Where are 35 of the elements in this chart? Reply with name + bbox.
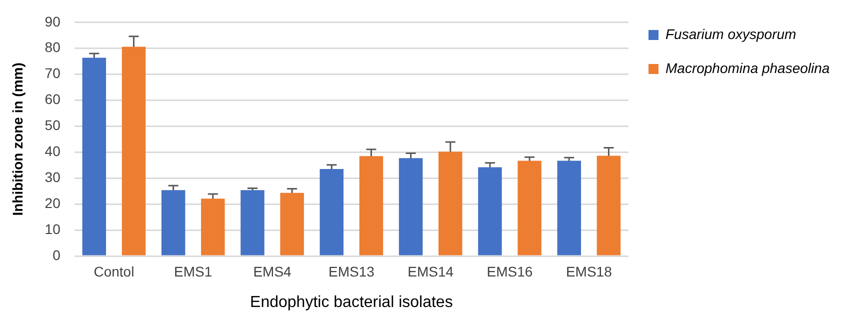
y-tick-label: 30 — [44, 168, 61, 185]
bar — [320, 169, 344, 256]
x-tick-label: EMS13 — [328, 263, 375, 280]
bar — [557, 160, 582, 256]
x-tick-label: EMS14 — [408, 263, 454, 280]
y-tick-label: 80 — [44, 39, 61, 56]
bar — [359, 156, 384, 256]
bar — [201, 198, 225, 256]
bar — [596, 156, 621, 256]
x-tick-label: Contol — [94, 263, 134, 280]
x-tick-label: EMS4 — [253, 263, 292, 280]
y-tick-label: 50 — [44, 117, 61, 134]
bar — [280, 192, 304, 256]
y-tick-label: 60 — [44, 91, 61, 108]
y-tick-label: 90 — [44, 13, 61, 30]
bar — [478, 167, 502, 256]
y-tick-label: 40 — [44, 143, 61, 160]
y-tick-label: 10 — [44, 220, 61, 237]
bar — [518, 160, 542, 256]
bar — [398, 158, 423, 256]
y-tick-label: 20 — [44, 194, 61, 211]
x-tick-label: EMS18 — [566, 263, 612, 280]
bar — [438, 152, 462, 256]
bar — [161, 190, 186, 256]
bar — [122, 46, 146, 256]
y-tick-label: 0 — [52, 246, 61, 263]
x-axis-title: Endophytic bacterial isolates — [250, 294, 453, 311]
legend-label: Macrophomina phaseolina — [666, 60, 830, 76]
legend-label: Fusarium oxysporum — [666, 26, 797, 42]
x-tick-label: EMS1 — [174, 263, 212, 280]
bar — [82, 58, 106, 256]
bar — [240, 190, 264, 256]
y-tick-label: 70 — [44, 65, 61, 82]
y-axis-title: Inhibition zone in (mm) — [9, 62, 26, 216]
x-tick-label: EMS16 — [486, 263, 533, 280]
